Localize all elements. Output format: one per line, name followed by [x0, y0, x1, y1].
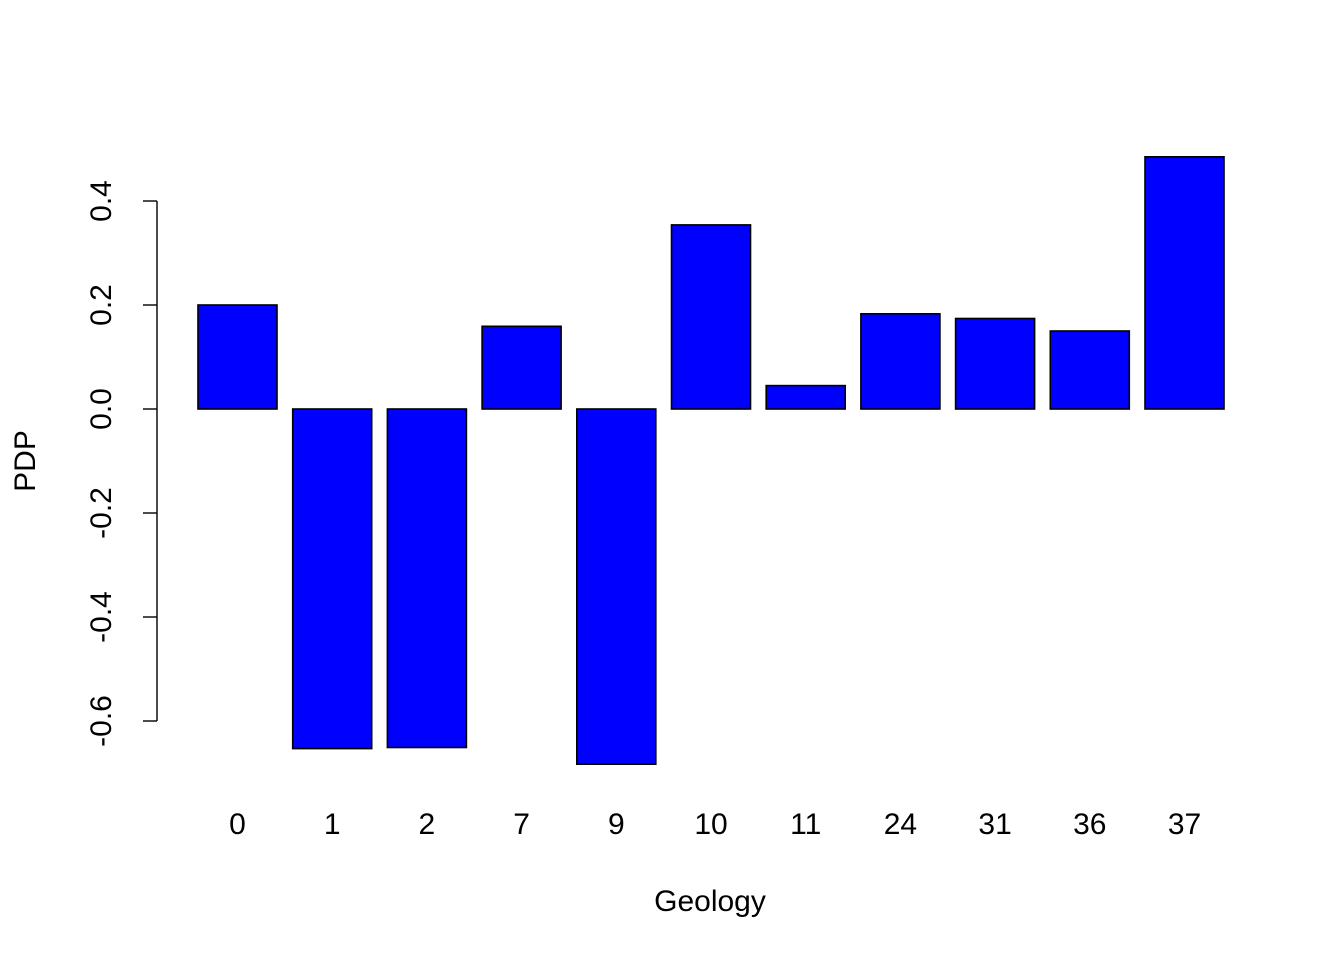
x-axis-title: Geology: [654, 885, 766, 918]
y-tick-label: 0.4: [85, 180, 118, 222]
bar-31: [954, 317, 1036, 410]
x-tick-labels: 0 1 2 7 9 10 11 24 31 36 37: [229, 808, 1201, 841]
y-tick-label: -0.2: [85, 487, 118, 539]
x-tick-label: 36: [1073, 808, 1106, 841]
x-tick-label: 9: [608, 808, 625, 841]
y-tick-label: -0.6: [85, 695, 118, 747]
x-tick-label: 0: [229, 808, 246, 841]
x-tick-label: 37: [1168, 808, 1201, 841]
bar-11: [765, 384, 847, 410]
bar-7: [481, 325, 562, 410]
y-axis-title: PDP: [9, 430, 42, 492]
bar-24: [860, 312, 941, 410]
x-tick-label: 2: [419, 808, 436, 841]
x-tick-label: 10: [694, 808, 727, 841]
x-tick-label: 31: [978, 808, 1011, 841]
bar-36: [1049, 330, 1131, 410]
bar-1: [291, 408, 373, 750]
bar-2: [386, 408, 468, 749]
y-tick-label: 0.2: [85, 284, 118, 326]
y-axis: -0.6 -0.4 -0.2 0.0 0.2 0.4: [85, 180, 158, 747]
bar-0: [197, 304, 278, 410]
bar-9: [575, 408, 657, 766]
y-ticks: -0.6 -0.4 -0.2 0.0 0.2 0.4: [85, 180, 157, 747]
x-tick-label: 1: [324, 808, 341, 841]
x-tick-label: 11: [790, 808, 821, 841]
bars-layer: [197, 156, 1225, 766]
bar-37: [1144, 156, 1225, 410]
y-tick-label: 0.0: [85, 388, 118, 430]
x-tick-label: 24: [884, 808, 917, 841]
y-tick-label: -0.4: [85, 591, 118, 643]
x-tick-label: 7: [513, 808, 530, 841]
bar-10: [670, 224, 752, 410]
